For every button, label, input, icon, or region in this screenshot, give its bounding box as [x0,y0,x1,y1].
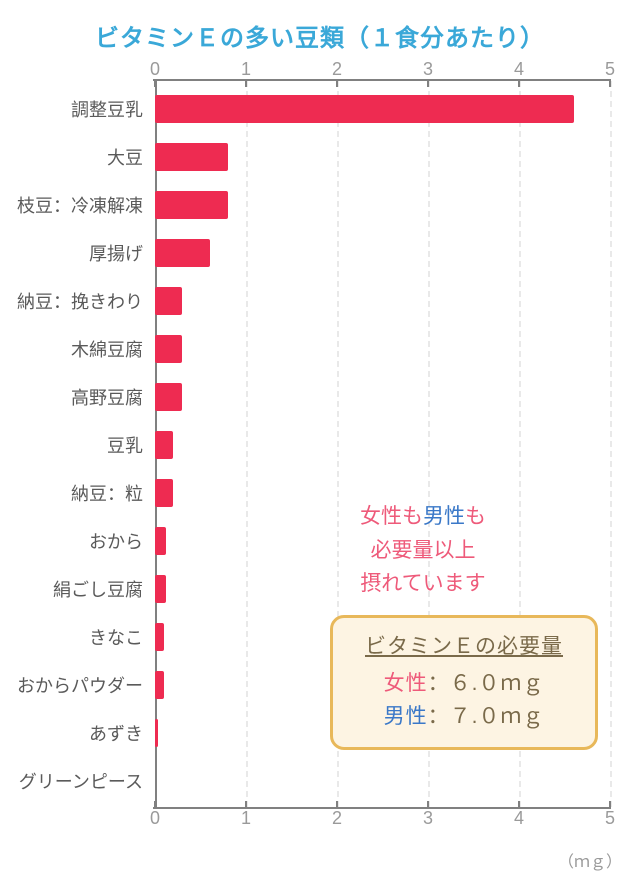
bar-label: 豆乳 [107,432,155,458]
tick-mark [609,79,611,87]
x-tick-bottom: 2 [332,808,342,829]
bar-row: 厚揚げ [155,239,610,267]
x-tick-bottom: 5 [605,808,615,829]
x-axis-unit: （ｍｇ） [558,848,622,872]
requirement-male: 男性：７.０ｍｇ [353,701,575,734]
bar [155,239,210,267]
requirement-male-label: 男性 [384,705,428,728]
bar-label: 納豆：挽きわり [17,288,155,314]
x-tick-bottom: 4 [514,808,524,829]
x-tick-bottom: 3 [423,808,433,829]
bar [155,431,173,459]
x-tick-top: 2 [332,59,342,80]
chart-title: ビタミンＥの多い豆類（１食分あたり） [0,0,640,59]
tick-mark [336,79,338,87]
bar [155,287,182,315]
bar-row: 調整豆乳 [155,95,610,123]
bar-label: 高野豆腐 [71,384,155,410]
tick-mark [518,79,520,87]
annotation-text: 女性も男性も 必要量以上 摂れています [360,500,486,601]
bar-row: グリーンピース [155,767,610,795]
annotation-line-1: 女性も男性も [360,500,486,534]
bar-label: おからパウダー [17,672,155,698]
bar-row: 枝豆：冷凍解凍 [155,191,610,219]
tick-mark [427,79,429,87]
requirement-female: 女性：６.０ｍｇ [353,668,575,701]
x-tick-top: 0 [150,59,160,80]
bar-label: 枝豆：冷凍解凍 [17,192,155,218]
annotation-female: 女性 [360,505,402,528]
requirement-female-label: 女性 [384,672,428,695]
bar-row: 高野豆腐 [155,383,610,411]
tick-mark [245,79,247,87]
annotation-male: 男性 [423,505,465,528]
x-axis-line-top [153,79,610,81]
bar-label: 納豆：粒 [71,480,155,506]
x-axis-top: 012345 [155,59,610,81]
bar-label: 木綿豆腐 [71,336,155,362]
x-tick-top: 5 [605,59,615,80]
bar [155,575,166,603]
bar-label: 大豆 [107,144,155,170]
bar-row: 豆乳 [155,431,610,459]
bar [155,671,164,699]
bar-label: 厚揚げ [89,240,155,266]
bar-label: あずき [89,720,155,746]
gridline [610,81,612,807]
bar [155,143,228,171]
x-axis-bottom: 012345 [155,807,610,829]
x-tick-bottom: 1 [241,808,251,829]
requirement-male-value: ：７.０ｍｇ [428,705,545,728]
x-tick-top: 4 [514,59,524,80]
annotation-line-2: 必要量以上 [360,534,486,568]
bar [155,95,574,123]
bar-label: おから [89,528,155,554]
annotation-line-3: 摂れています [360,567,486,601]
bar [155,719,158,747]
bar-label: 調整豆乳 [71,96,155,122]
bar-label: 絹ごし豆腐 [53,576,155,602]
requirement-title: ビタミンＥの必要量 [353,630,575,660]
bar-row: 納豆：挽きわり [155,287,610,315]
x-tick-bottom: 0 [150,808,160,829]
bar [155,335,182,363]
bar [155,479,173,507]
bar-row: 木綿豆腐 [155,335,610,363]
bar-row: 大豆 [155,143,610,171]
bar [155,623,164,651]
bar-label: きなこ [89,624,155,650]
requirement-box: ビタミンＥの必要量 女性：６.０ｍｇ 男性：７.０ｍｇ [330,615,598,750]
bar-label: グリーンピース [19,768,155,794]
x-tick-top: 1 [241,59,251,80]
x-tick-top: 3 [423,59,433,80]
bar [155,191,228,219]
requirement-female-value: ：６.０ｍｇ [428,672,545,695]
tick-mark [154,79,156,87]
bar [155,527,166,555]
bar [155,383,182,411]
